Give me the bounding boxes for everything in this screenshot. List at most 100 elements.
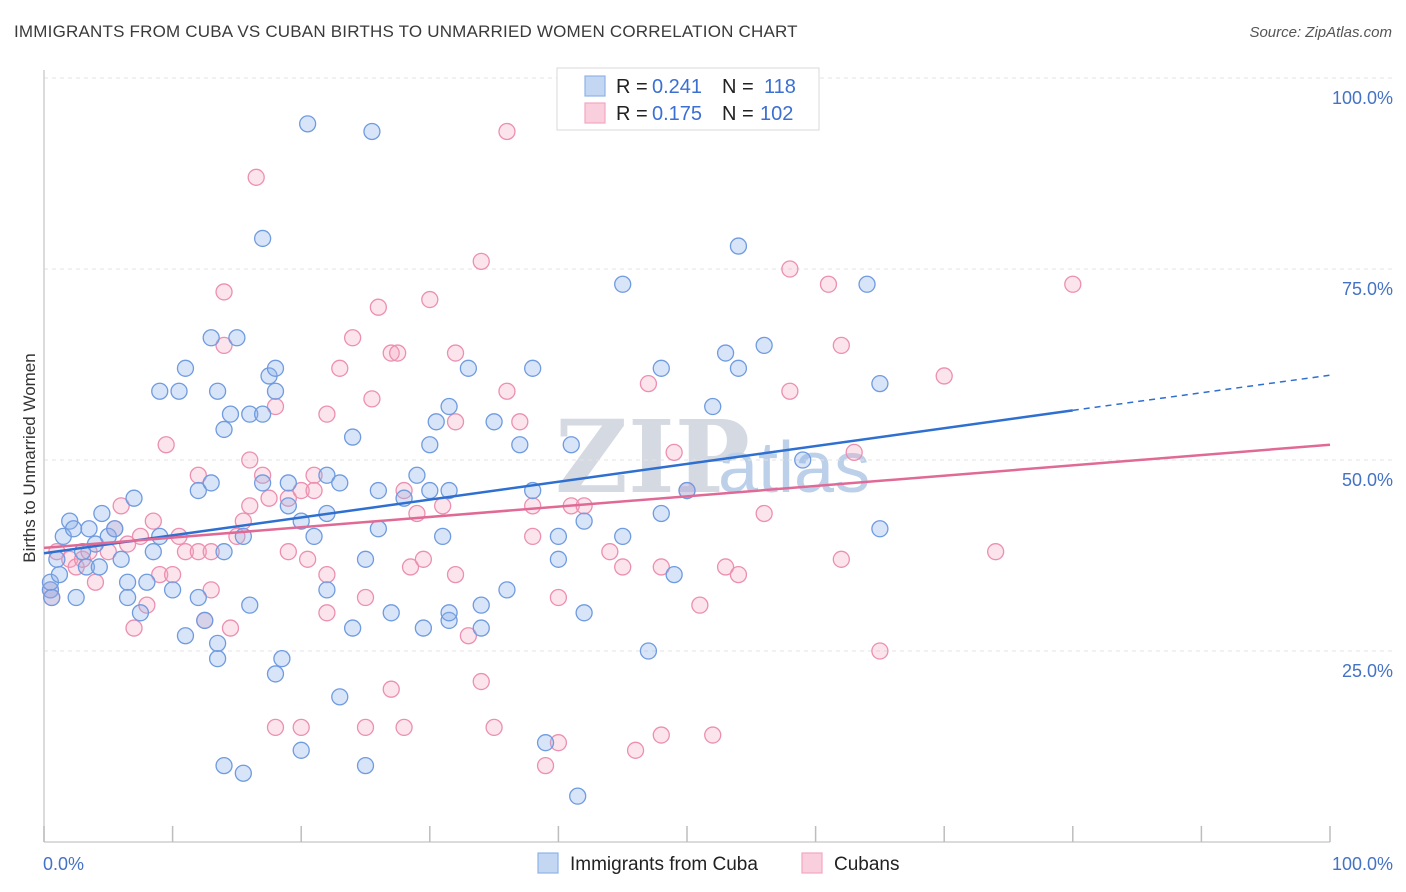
cuba-immigrants-point: [163, 581, 182, 599]
cubans-point: [125, 619, 143, 637]
cubans-point: [691, 596, 709, 614]
cuba-immigrants-point: [106, 520, 124, 538]
cubans-point: [221, 619, 240, 637]
cuba-immigrants-point: [652, 504, 670, 523]
cuba-immigrants-point: [729, 237, 748, 255]
cubans-point: [832, 550, 850, 568]
cuba-immigrants-trend-extension: [1072, 374, 1331, 412]
cuba-immigrants-point: [298, 115, 317, 133]
cubans-point: [189, 543, 207, 561]
cubans-point: [871, 642, 889, 660]
cubans-point: [356, 588, 375, 607]
cubans-point: [446, 565, 465, 584]
cuba-immigrants-point: [80, 520, 98, 538]
cuba-immigrants-point: [440, 397, 458, 416]
cuba-immigrants-point: [170, 382, 188, 400]
cuba-immigrants-point: [614, 527, 632, 546]
cubans-point: [202, 543, 220, 561]
cubans-point: [241, 497, 259, 515]
cubans-point: [189, 466, 207, 484]
bottom-legend-label-pink: Cubans: [834, 854, 900, 875]
cuba-immigrants-point: [704, 397, 722, 416]
cuba-immigrants-point: [427, 413, 445, 431]
cuba-immigrants-point: [215, 420, 233, 439]
cuba-immigrants-point: [144, 543, 162, 561]
cubans-point: [279, 543, 297, 561]
cuba-immigrants-point: [536, 734, 555, 752]
cuba-immigrants-point: [434, 527, 452, 546]
cuba-immigrants-point: [228, 329, 246, 347]
cubans-point: [626, 741, 645, 759]
cubans-point: [363, 390, 381, 408]
cuba-immigrants-point: [43, 588, 61, 607]
cuba-immigrants-point: [343, 619, 362, 637]
cubans-point: [292, 718, 310, 737]
cubans-point: [704, 726, 722, 744]
cubans-point: [498, 122, 516, 141]
x-ticks: [43, 826, 1331, 842]
cuba-immigrants-point: [221, 405, 240, 423]
cuba-immigrants-point: [369, 481, 388, 500]
cubans-point: [755, 504, 773, 523]
watermark-atlas: atlas: [718, 428, 870, 508]
cuba-immigrants-point: [253, 229, 272, 248]
y-tick-label: 100.0%: [1332, 88, 1393, 108]
cubans-point: [845, 443, 863, 462]
cubans-point: [356, 718, 375, 737]
bottom-legend-label-blue: Immigrants from Cuba: [570, 854, 758, 875]
cubans-point: [832, 336, 850, 355]
cubans-point: [382, 680, 400, 698]
legend-n-value-blue: 118: [764, 76, 796, 98]
cuba-immigrants-point: [549, 550, 568, 568]
cubans-points: [41, 122, 1082, 775]
cubans-point: [215, 336, 233, 355]
cubans-point: [388, 344, 407, 362]
cuba-immigrants-point: [202, 329, 220, 347]
legend-r-label-pink: R =: [616, 103, 648, 125]
cuba-immigrants-point: [569, 787, 587, 805]
legend-r-value-pink: 0.175: [652, 103, 702, 125]
cubans-point: [524, 497, 542, 515]
bottom-legend-swatch-pink: [801, 852, 823, 874]
cubans-point: [266, 718, 285, 737]
cubans-point: [343, 329, 362, 347]
cubans-point: [729, 565, 748, 584]
cubans-point: [459, 627, 478, 645]
cubans-point: [331, 359, 349, 377]
cuba-immigrants-point: [208, 649, 227, 668]
y-tick-label: 50.0%: [1342, 470, 1393, 490]
cuba-immigrants-point: [459, 359, 478, 377]
cuba-immigrants-point: [196, 611, 214, 630]
cubans-point: [131, 527, 150, 546]
cuba-immigrants-point: [64, 520, 83, 538]
cubans-point: [781, 260, 799, 278]
cuba-immigrants-point: [794, 451, 812, 469]
cuba-immigrants-point: [234, 764, 252, 782]
cuba-immigrants-point: [67, 588, 85, 607]
cuba-immigrants-point: [678, 481, 696, 500]
cubans-point: [434, 497, 452, 515]
cuba-immigrants-point: [639, 642, 658, 660]
cuba-immigrants-point: [331, 474, 349, 492]
cuba-immigrants-point: [215, 756, 233, 775]
cuba-immigrants-point: [440, 481, 458, 500]
cubans-point: [986, 543, 1005, 561]
cubans-point: [260, 489, 278, 507]
cuba-immigrants-point: [549, 527, 568, 546]
cubans-point: [266, 397, 285, 416]
cuba-immigrants-point: [189, 481, 207, 500]
bottom-legend: Immigrants from Cuba Cubans: [537, 852, 900, 875]
cubans-point: [536, 756, 555, 775]
cuba-immigrants-point: [112, 550, 130, 568]
cubans-point: [639, 374, 658, 393]
cuba-immigrants-point: [318, 466, 336, 484]
cuba-immigrants-point: [562, 436, 580, 454]
cuba-immigrants-point: [318, 581, 336, 599]
cuba-immigrants-point: [440, 604, 458, 622]
cuba-immigrants-point: [215, 543, 233, 561]
legend-r-label-blue: R =: [616, 76, 648, 98]
cuba-immigrants-point: [871, 520, 889, 538]
cuba-immigrants-point: [472, 596, 490, 614]
cubans-point: [421, 290, 439, 309]
